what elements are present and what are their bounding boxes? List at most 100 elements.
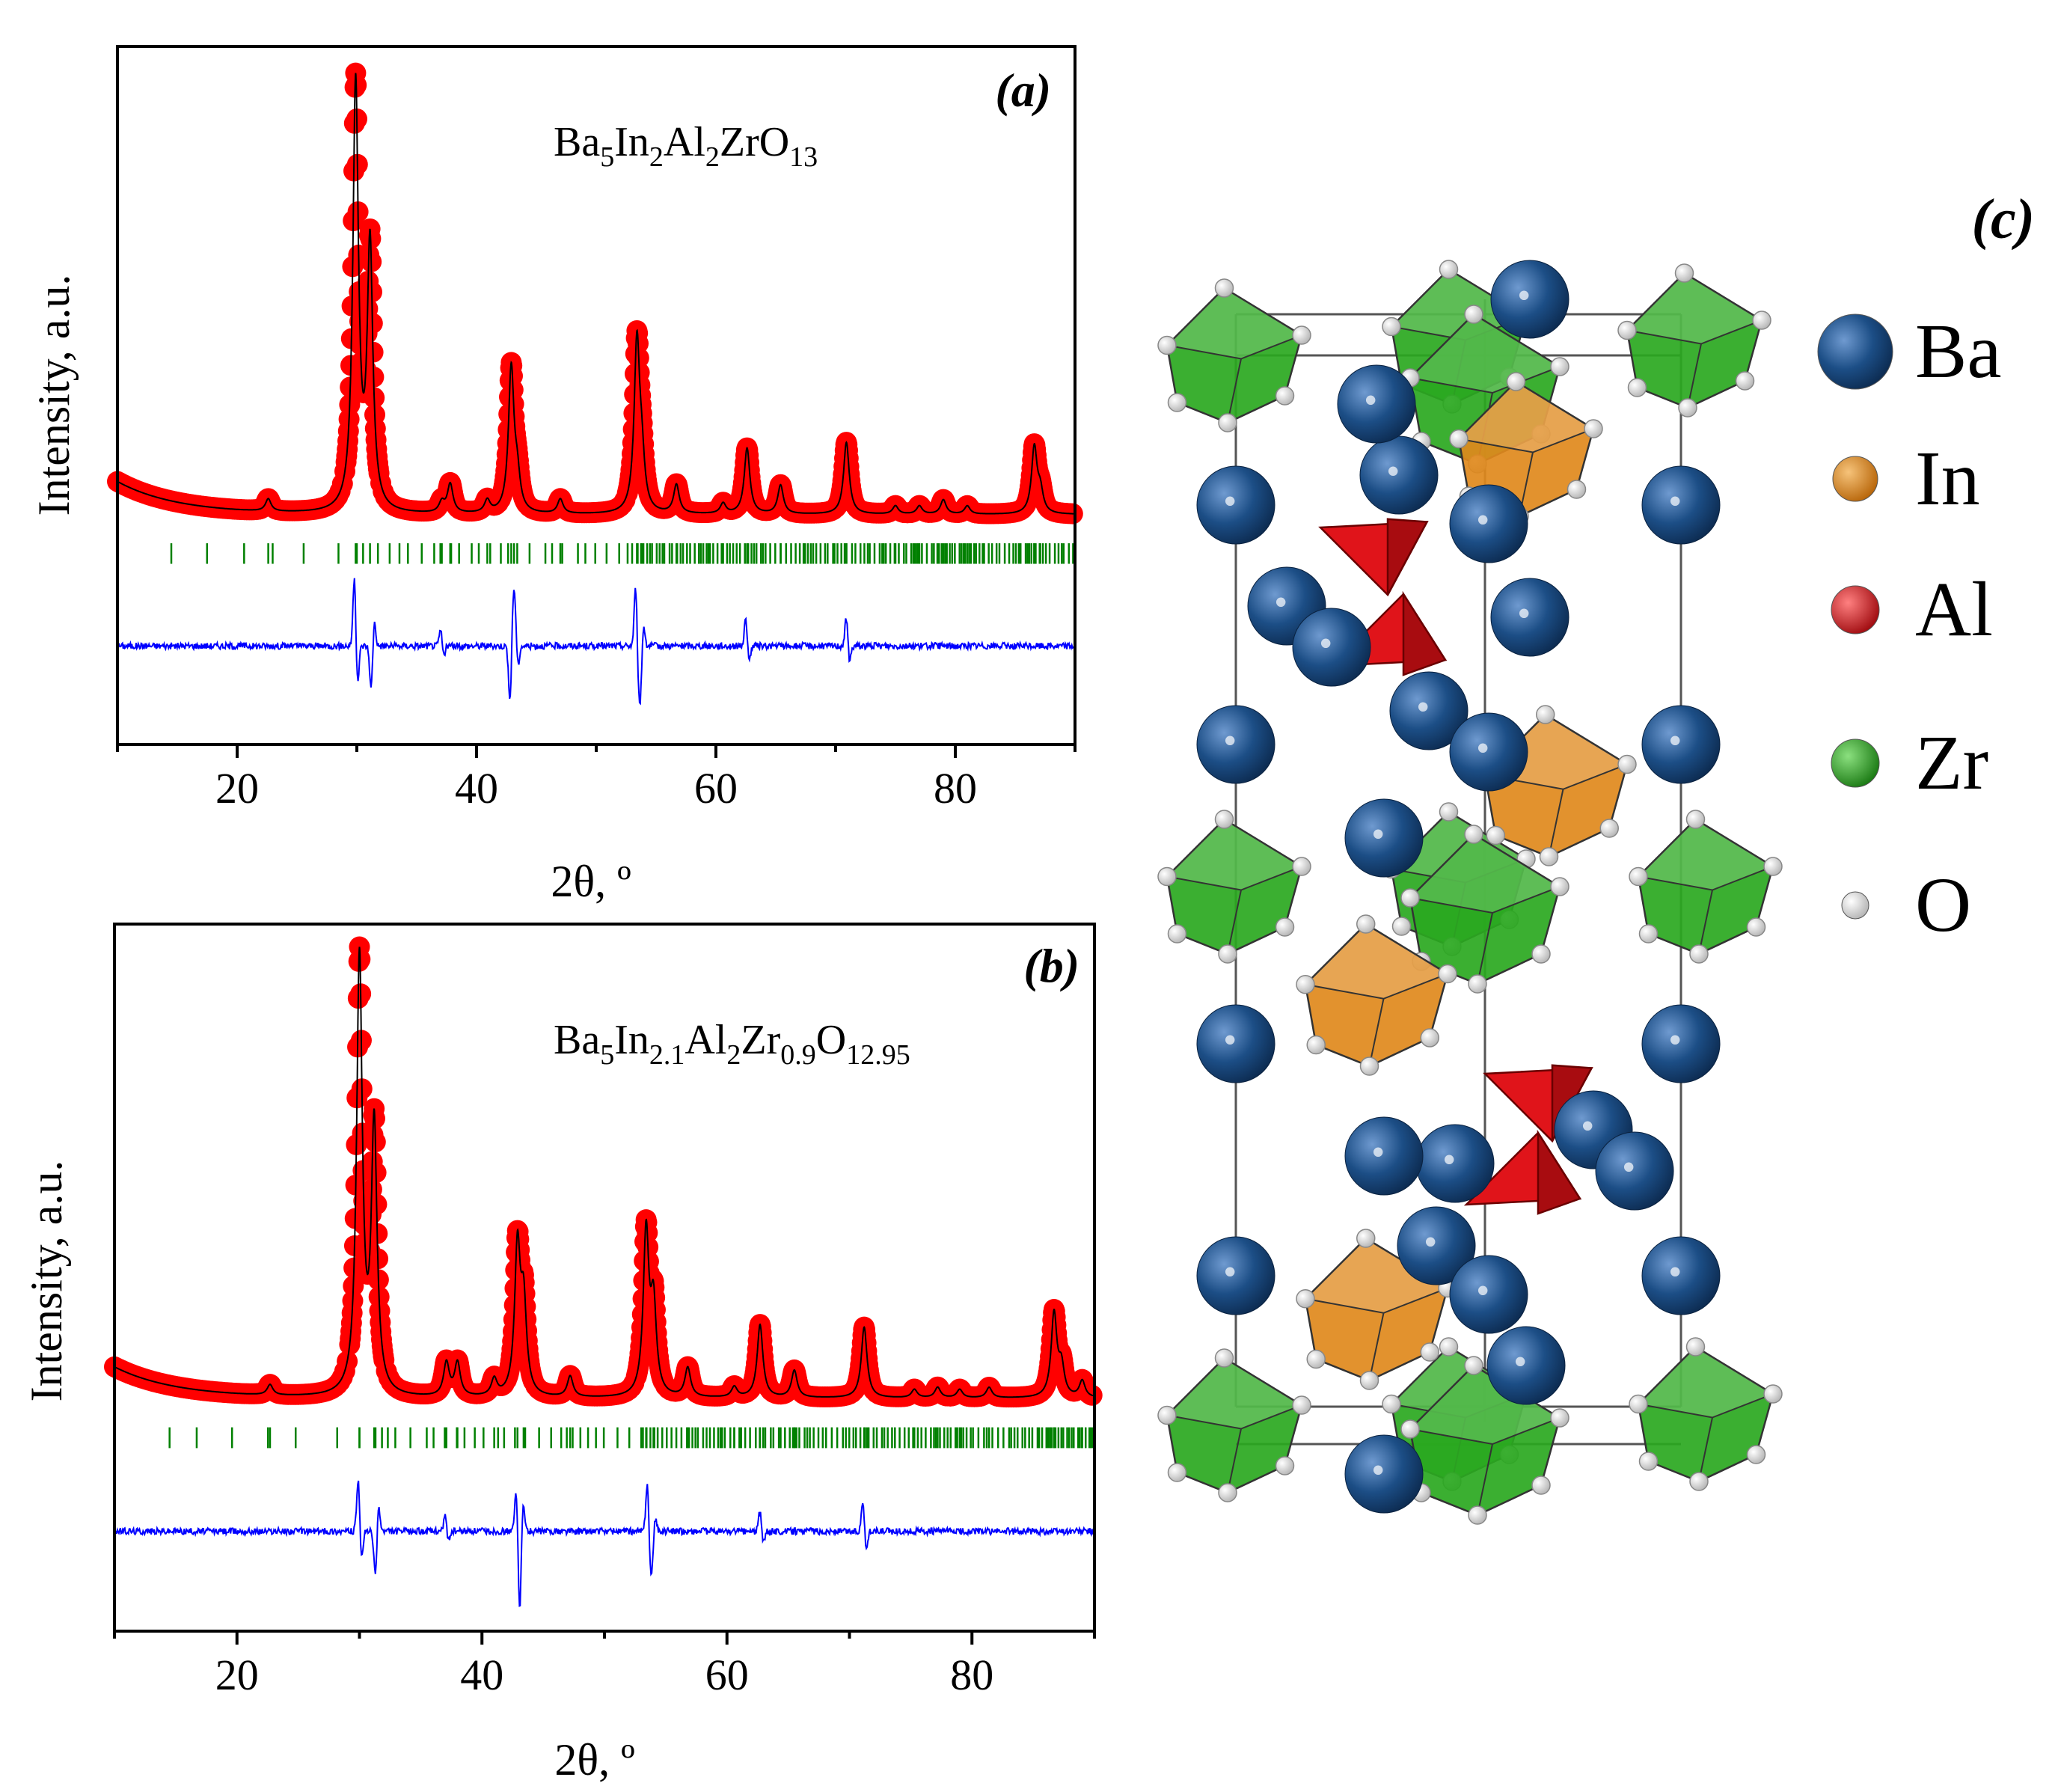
oxygen-atom bbox=[1752, 311, 1771, 330]
panel-b: 20 40 60 80 (b) Ba5In2.1Al2Zr0.9O12.95 Inte… bbox=[22, 923, 1103, 1785]
oxygen-atom bbox=[1531, 944, 1551, 964]
reflection-markers bbox=[170, 543, 1074, 564]
oxygen-atom bbox=[1506, 372, 1526, 391]
panel-b-xlabel: 2θ, º bbox=[554, 1735, 634, 1785]
x-tick-label: 20 bbox=[215, 764, 259, 813]
oxygen-atom bbox=[1356, 1229, 1376, 1248]
oxygen-atom bbox=[1746, 917, 1766, 937]
x-tick-label: 20 bbox=[215, 1651, 259, 1699]
panel-b-frame bbox=[113, 923, 1096, 1633]
x-tick-label: 80 bbox=[934, 764, 977, 813]
oxygen-atom bbox=[1356, 914, 1376, 934]
x-tick-label: 60 bbox=[705, 1651, 749, 1699]
ba-atom-highlight bbox=[1425, 1237, 1436, 1247]
panel-c-label: (c) bbox=[1972, 188, 2035, 251]
oxygen-atom bbox=[1439, 802, 1459, 822]
ba-atom bbox=[1641, 1236, 1721, 1315]
legend-al-marker bbox=[1831, 585, 1880, 634]
element-legend: Ba In Al Zr O bbox=[1817, 308, 2002, 948]
title-part: Al bbox=[664, 119, 705, 165]
oxygen-atom bbox=[1439, 260, 1459, 279]
ba-atom bbox=[1415, 1124, 1495, 1203]
oxygen-atom bbox=[1382, 316, 1401, 337]
oxygen-atom bbox=[1550, 877, 1569, 896]
oxygen-atom bbox=[1617, 754, 1637, 774]
oxygen-atom bbox=[1296, 1289, 1315, 1309]
zr-octahedron bbox=[1629, 810, 1783, 964]
oxygen-atom bbox=[1382, 1394, 1401, 1414]
oxygen-atom bbox=[1214, 810, 1234, 829]
oxygen-atom bbox=[1157, 866, 1177, 887]
zr-octahedron bbox=[1157, 1348, 1311, 1502]
oxygen-atom bbox=[1627, 378, 1647, 397]
ba-atom-highlight bbox=[1444, 1155, 1454, 1165]
panel-a-xlabel: 2θ, º bbox=[551, 857, 631, 906]
ba-atom-highlight bbox=[1373, 829, 1383, 840]
legend-al-label: Al bbox=[1915, 566, 1993, 652]
title-part: Ba bbox=[554, 119, 600, 165]
ba-atom-highlight bbox=[1365, 395, 1376, 406]
oxygen-atom bbox=[1157, 1405, 1177, 1425]
ba-atom-highlight bbox=[1670, 1267, 1680, 1277]
legend-ba-label: Ba bbox=[1915, 308, 2002, 394]
reflection-markers bbox=[168, 1427, 1094, 1449]
oxygen-atom bbox=[1746, 1445, 1766, 1464]
zr-octahedron bbox=[1629, 1337, 1783, 1491]
oxygen-atom bbox=[1674, 263, 1694, 283]
panel-b-label: (b) bbox=[1023, 939, 1079, 992]
zr-octahedron bbox=[1157, 278, 1311, 432]
oxygen-atom bbox=[1629, 866, 1648, 887]
oxygen-atom bbox=[1439, 1337, 1459, 1357]
ba-atom-highlight bbox=[1225, 1267, 1235, 1277]
ba-atom bbox=[1641, 705, 1721, 784]
x-tick-label: 80 bbox=[950, 1651, 993, 1699]
ba-atom-highlight bbox=[1225, 496, 1235, 507]
ba-atom bbox=[1490, 260, 1569, 339]
oxygen-atom bbox=[1449, 429, 1469, 449]
title-part: 13 bbox=[789, 141, 818, 173]
legend-zr-marker bbox=[1831, 738, 1880, 788]
ba-atom-highlight bbox=[1519, 290, 1529, 301]
oxygen-atom bbox=[1464, 825, 1483, 844]
panel-b-title: Ba5In2.1Al2Zr0.9O12.95 bbox=[554, 1017, 910, 1071]
ba-atom-highlight bbox=[1519, 608, 1529, 619]
panel-a-xticks: 20 40 60 80 bbox=[116, 744, 1077, 813]
oxygen-atom bbox=[1306, 1035, 1326, 1055]
ba-atom-highlight bbox=[1477, 1285, 1488, 1296]
calculated-curve bbox=[114, 947, 1095, 1398]
panel-a-title: Ba5In2Al2ZrO13 bbox=[554, 119, 818, 173]
legend-in-label: In bbox=[1915, 435, 1980, 522]
ba-atom bbox=[1292, 608, 1371, 687]
ba-atom-highlight bbox=[1418, 702, 1428, 712]
panel-a-label: (a) bbox=[995, 64, 1051, 117]
ba-atom bbox=[1344, 1434, 1424, 1514]
panel-a: 20 40 60 80 (a) Ba5In2Al2ZrO13 Intensity, a… bbox=[29, 45, 1083, 906]
ba-atom bbox=[1641, 465, 1721, 545]
ba-atom-highlight bbox=[1388, 466, 1398, 477]
oxygen-atom bbox=[1685, 1337, 1706, 1357]
oxygen-atom bbox=[1689, 944, 1709, 964]
oxygen-atom bbox=[1306, 1349, 1326, 1369]
oxygen-atom bbox=[1584, 419, 1603, 438]
ba-atom-highlight bbox=[1320, 638, 1331, 649]
ba-atom-highlight bbox=[1477, 515, 1488, 525]
oxygen-atom bbox=[1218, 944, 1237, 964]
oxygen-atom bbox=[1292, 325, 1311, 345]
in-octahedron bbox=[1449, 372, 1603, 526]
oxygen-atom bbox=[1763, 857, 1783, 876]
oxygen-atom bbox=[1685, 810, 1706, 829]
oxygen-atom bbox=[1678, 398, 1697, 418]
title-part: Ba bbox=[554, 1017, 600, 1063]
oxygen-atom bbox=[1599, 819, 1619, 838]
ba-atom bbox=[1397, 1206, 1476, 1285]
title-part: 2 bbox=[726, 1039, 741, 1071]
ba-atom-highlight bbox=[1515, 1357, 1525, 1367]
oxygen-atom bbox=[1468, 1505, 1487, 1525]
title-part: 0.9 bbox=[780, 1039, 816, 1071]
oxygen-atom bbox=[1218, 413, 1237, 432]
panel-a-ylabel: Intensity, a.u. bbox=[29, 275, 79, 516]
difference-curve bbox=[117, 578, 1076, 706]
zr-octahedron bbox=[1400, 825, 1569, 994]
oxygen-atom bbox=[1167, 393, 1187, 412]
